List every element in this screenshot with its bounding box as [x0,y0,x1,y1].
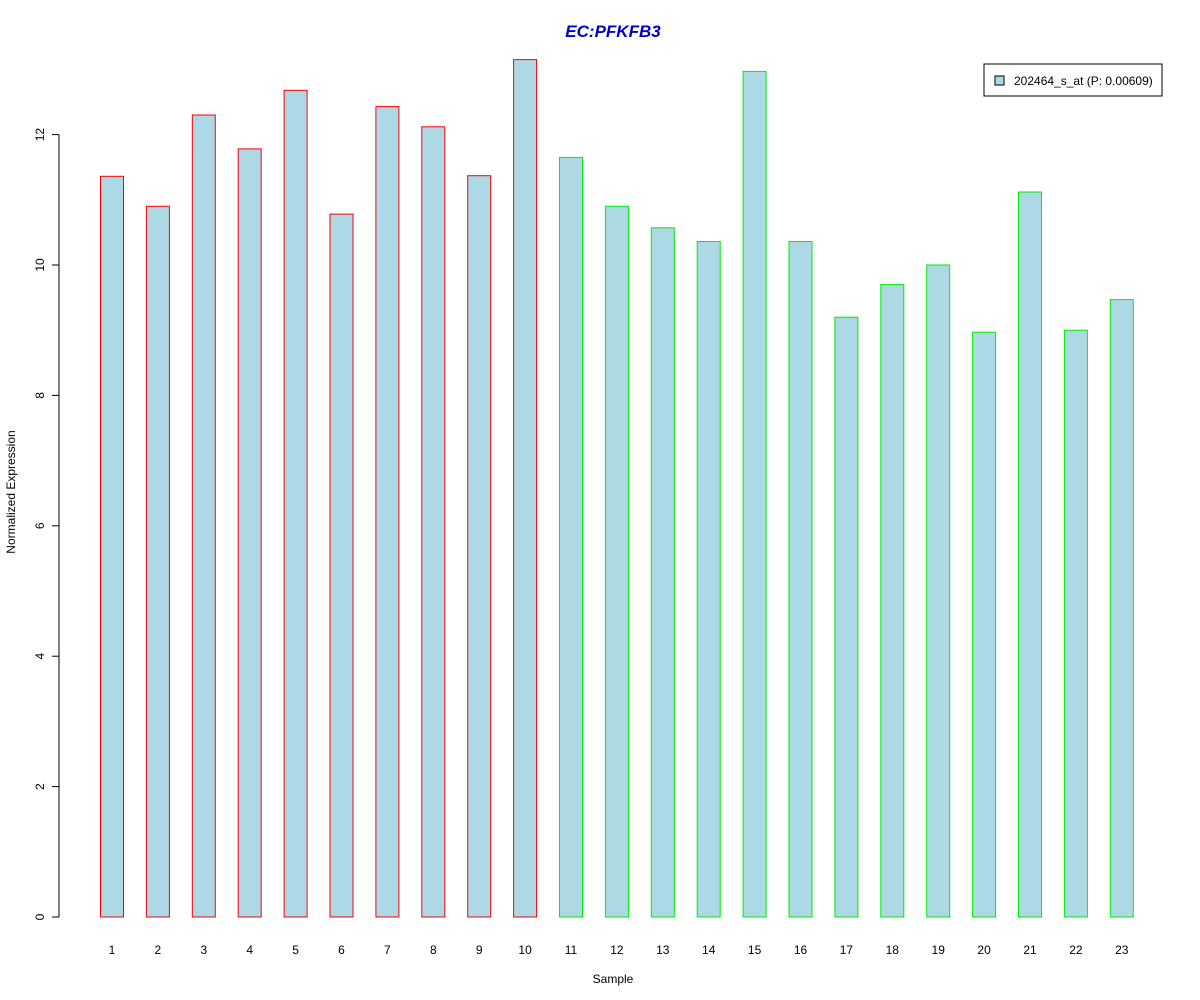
x-tick-label: 13 [656,943,670,957]
x-tick-label: 15 [748,943,762,957]
x-tick-label: 12 [610,943,624,957]
x-tick-label: 1 [109,943,116,957]
y-tick-label: 8 [33,392,47,399]
bar-sample-21 [1018,191,1042,918]
legend: 202464_s_at (P: 0.00609) [983,63,1163,97]
x-tick-label: 22 [1069,943,1083,957]
y-tick-label: 2 [33,783,47,790]
x-tick-label: 23 [1115,943,1129,957]
bar-sample-6 [329,213,354,918]
legend-swatch [994,75,1005,86]
y-tick-label: 4 [33,653,47,660]
bar-sample-14 [696,241,721,918]
y-axis-label: Normalized Expression [4,430,18,553]
x-tick-label: 20 [977,943,991,957]
bar-sample-16 [788,241,813,918]
x-tick-label: 21 [1023,943,1037,957]
x-tick-label: 2 [155,943,162,957]
bar-sample-7 [375,106,400,918]
bar-sample-5 [283,89,308,918]
bars [100,59,1134,918]
y-tick-label: 0 [33,913,47,920]
bar-sample-19 [926,264,951,918]
bar-sample-15 [742,70,767,918]
bar-sample-22 [1063,329,1088,918]
legend-box [983,63,1163,97]
legend-label: 202464_s_at (P: 0.00609) [1014,74,1153,88]
y-tick-label: 10 [33,258,47,272]
bar-sample-3 [191,114,216,918]
bar-sample-1 [100,175,124,918]
x-tick-label: 16 [794,943,808,957]
bar-sample-8 [421,126,446,918]
x-tick-label: 3 [200,943,207,957]
x-axis-tick-labels: 1 2 3 4 5 6 7 8 9 10 11 12 13 14 15 16 17 18 19 20 21 22 23 [109,943,1129,957]
y-tick-label: 6 [33,522,47,529]
bar-sample-20 [972,331,997,918]
x-tick-label: 6 [338,943,345,957]
bar-sample-17 [834,316,859,918]
x-tick-label: 5 [292,943,299,957]
chart-title: EC:PFKFB3 [565,22,661,41]
x-tick-label: 14 [702,943,716,957]
y-axis: 0 2 4 6 8 10 12 [33,128,60,920]
x-tick-label: 17 [840,943,854,957]
x-tick-label: 8 [430,943,437,957]
bar-sample-4 [237,148,262,918]
bar-sample-18 [880,284,905,918]
bar-sample-12 [604,205,629,918]
x-tick-label: 10 [518,943,532,957]
bar-sample-11 [559,156,583,918]
x-axis-label: Sample [593,972,634,986]
x-tick-label: 7 [384,943,391,957]
y-tick-label: 12 [33,128,47,142]
x-tick-label: 9 [476,943,483,957]
bar-sample-2 [145,205,170,918]
bar-sample-9 [467,175,492,918]
x-tick-label: 11 [565,943,578,957]
x-tick-label: 4 [246,943,253,957]
x-tick-label: 19 [932,943,946,957]
bar-sample-10 [513,59,538,918]
bar-sample-23 [1109,299,1134,918]
x-tick-label: 18 [886,943,900,957]
bar-sample-13 [650,227,675,918]
